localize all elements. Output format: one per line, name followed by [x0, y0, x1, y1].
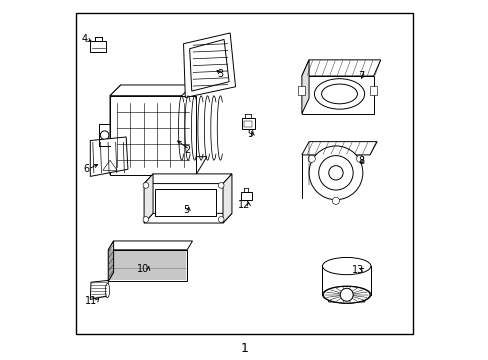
Polygon shape — [108, 241, 113, 282]
Polygon shape — [326, 295, 366, 302]
Text: 4: 4 — [81, 34, 88, 44]
Polygon shape — [301, 141, 376, 155]
Text: 3: 3 — [216, 69, 223, 79]
Polygon shape — [155, 189, 215, 216]
Circle shape — [100, 131, 109, 139]
Circle shape — [142, 183, 148, 188]
Text: 10: 10 — [137, 264, 149, 274]
Polygon shape — [108, 241, 192, 250]
Text: 1: 1 — [240, 342, 248, 355]
Polygon shape — [90, 137, 128, 176]
Circle shape — [308, 146, 362, 200]
Text: 11: 11 — [85, 296, 97, 306]
FancyBboxPatch shape — [90, 41, 106, 52]
Circle shape — [218, 183, 224, 188]
Polygon shape — [301, 60, 380, 76]
Text: 6: 6 — [83, 164, 89, 174]
Text: 7: 7 — [358, 71, 364, 81]
Circle shape — [356, 155, 363, 162]
Polygon shape — [301, 76, 373, 114]
Text: 5: 5 — [183, 206, 189, 216]
Polygon shape — [183, 33, 235, 98]
Polygon shape — [189, 40, 228, 91]
Ellipse shape — [105, 283, 109, 298]
Text: 8: 8 — [358, 156, 364, 166]
Polygon shape — [301, 60, 308, 114]
Ellipse shape — [322, 257, 370, 275]
Polygon shape — [144, 174, 231, 184]
Polygon shape — [110, 157, 206, 175]
Circle shape — [142, 217, 148, 222]
Bar — [76, 13, 412, 334]
Circle shape — [340, 288, 352, 301]
Polygon shape — [110, 85, 192, 96]
FancyBboxPatch shape — [298, 86, 305, 95]
Text: 2: 2 — [184, 144, 190, 154]
Ellipse shape — [321, 84, 357, 104]
FancyBboxPatch shape — [241, 192, 251, 200]
Text: 12: 12 — [237, 200, 249, 210]
Ellipse shape — [314, 79, 364, 109]
Circle shape — [332, 197, 339, 204]
FancyBboxPatch shape — [244, 121, 251, 127]
Polygon shape — [90, 280, 108, 300]
Polygon shape — [102, 160, 117, 170]
Polygon shape — [110, 96, 196, 175]
FancyBboxPatch shape — [241, 118, 254, 129]
Polygon shape — [223, 174, 231, 223]
Polygon shape — [110, 85, 121, 175]
FancyBboxPatch shape — [369, 86, 376, 95]
Circle shape — [328, 166, 343, 180]
Ellipse shape — [322, 286, 370, 303]
Polygon shape — [144, 174, 153, 223]
Circle shape — [307, 155, 315, 162]
Circle shape — [318, 156, 352, 190]
Text: 13: 13 — [352, 265, 364, 275]
Text: 9: 9 — [247, 129, 253, 139]
Polygon shape — [108, 250, 187, 282]
Circle shape — [218, 217, 224, 222]
Polygon shape — [144, 213, 231, 223]
